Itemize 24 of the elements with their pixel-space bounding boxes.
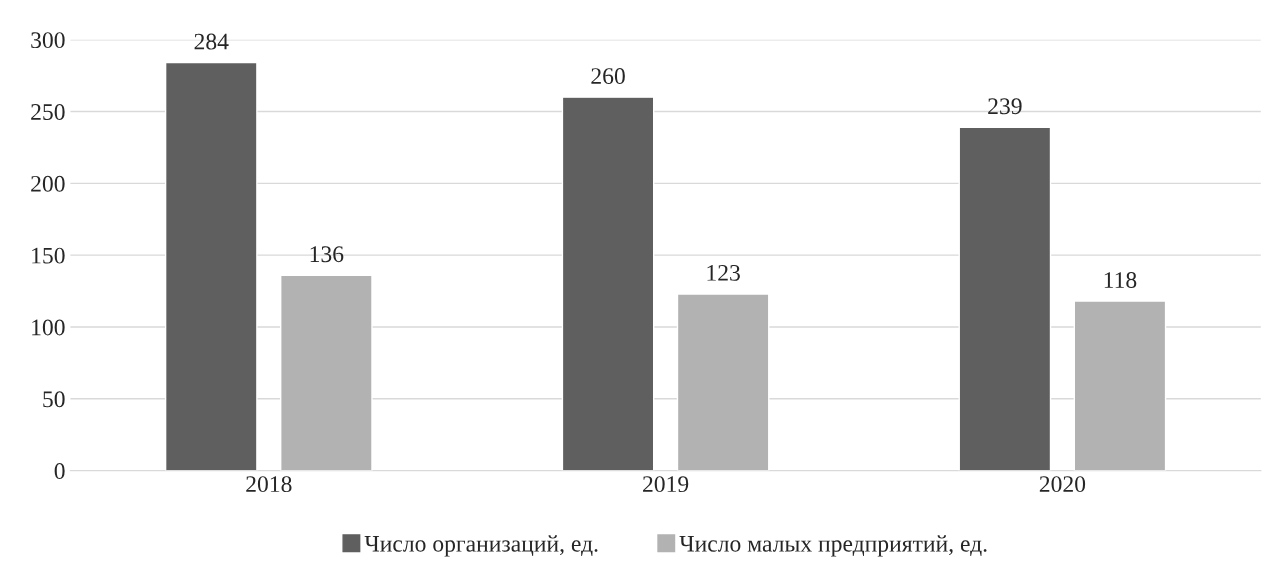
y-tick-label: 100 (32, 319, 65, 336)
y-tick-label: 200 (31, 175, 65, 192)
x-tick-label: 2018 (246, 476, 292, 493)
x-tick-label: 2020 (1039, 476, 1086, 493)
bar (280, 274, 373, 471)
data-label: 284 (194, 33, 229, 50)
data-label: 136 (310, 246, 344, 263)
y-tick-label: 300 (31, 32, 65, 49)
y-tick-label: 50 (43, 391, 65, 408)
x-tick-label: 2019 (643, 476, 689, 493)
y-tick-label: 150 (32, 247, 65, 264)
bar (561, 96, 655, 471)
bar (676, 293, 770, 471)
legend-label: Число малых предприятий, ед. (679, 535, 987, 557)
y-tick-label: 250 (31, 104, 65, 120)
legend-label: Число организаций, ед. (364, 535, 598, 557)
bar (164, 61, 258, 471)
y-tick-label: 0 (54, 463, 65, 480)
data-label: 118 (1104, 272, 1137, 288)
bar (958, 126, 1052, 471)
bar (1073, 300, 1167, 471)
data-label: 123 (707, 264, 740, 281)
data-label: 260 (591, 68, 625, 85)
data-label: 239 (988, 98, 1022, 115)
